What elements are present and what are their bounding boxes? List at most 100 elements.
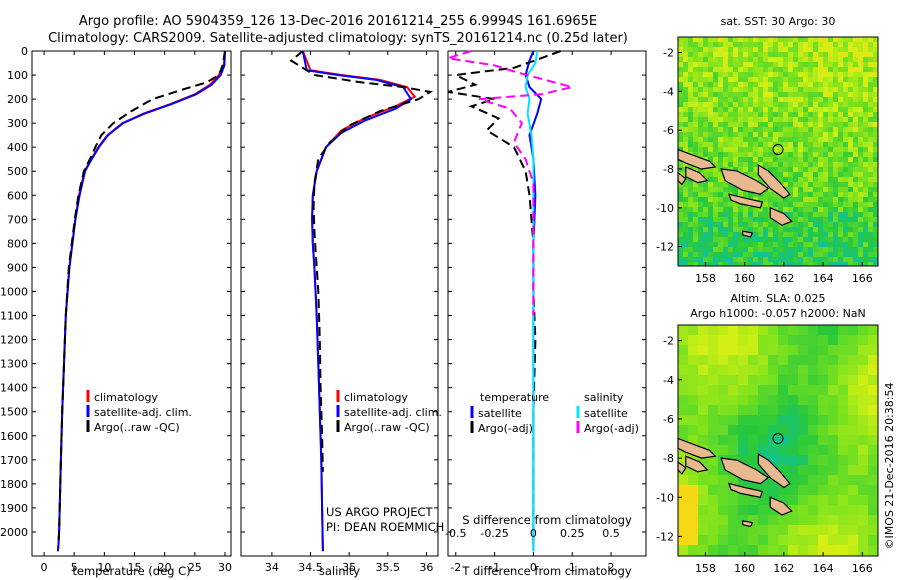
heatmap-cell: [828, 495, 839, 506]
heatmap-cell: [758, 355, 769, 366]
heatmap-cell: [718, 355, 729, 366]
heatmap-cell: [848, 182, 854, 188]
heatmap-cell: [688, 252, 694, 258]
heatmap-cell: [768, 535, 779, 546]
heatmap-cell: [738, 42, 744, 48]
heatmap-cell: [763, 102, 769, 108]
heatmap-cell: [753, 102, 759, 108]
heatmap-cell: [738, 425, 749, 436]
heatmap-cell: [743, 127, 749, 133]
heatmap-cell: [848, 47, 854, 53]
heatmap-cell: [698, 227, 704, 233]
heatmap-cell: [803, 82, 809, 88]
heatmap-cell: [708, 77, 714, 83]
heatmap-cell: [868, 52, 874, 58]
heatmap-cell: [848, 172, 854, 178]
heatmap-cell: [793, 47, 799, 53]
x-tick-label: 158: [695, 562, 716, 575]
heatmap-cell: [848, 187, 854, 193]
heatmap-cell: [858, 455, 869, 466]
heatmap-cell: [873, 217, 879, 223]
heatmap-cell: [868, 425, 879, 436]
heatmap-cell: [753, 247, 759, 253]
heatmap-cell: [758, 435, 769, 446]
heatmap-cell: [738, 495, 749, 506]
heatmap-cell: [743, 157, 749, 163]
heatmap-cell: [783, 262, 789, 267]
heatmap-cell: [803, 227, 809, 233]
heatmap-cell: [773, 92, 779, 98]
heatmap-cell: [683, 77, 689, 83]
heatmap-cell: [703, 122, 709, 128]
heatmap-cell: [843, 92, 849, 98]
heatmap-cell: [698, 217, 704, 223]
heatmap-cell: [833, 217, 839, 223]
heatmap-cell: [868, 57, 874, 63]
heatmap-cell: [823, 187, 829, 193]
heatmap-cell: [768, 262, 774, 267]
heatmap-cell: [858, 222, 864, 228]
heatmap-cell: [678, 197, 684, 203]
heatmap-cell: [843, 227, 849, 233]
heatmap-cell: [788, 162, 794, 168]
heatmap-cell: [728, 365, 739, 376]
heatmap-cell: [873, 67, 879, 73]
heatmap-cell: [803, 132, 809, 138]
heatmap-cell: [828, 102, 834, 108]
heatmap-cell: [863, 247, 869, 253]
heatmap-cell: [798, 67, 804, 73]
heatmap-cell: [683, 222, 689, 228]
heatmap-cell: [698, 122, 704, 128]
heatmap-cell: [813, 122, 819, 128]
heatmap-cell: [828, 365, 839, 376]
heatmap-cell: [783, 197, 789, 203]
heatmap-cell: [788, 177, 794, 183]
heatmap-cell: [868, 87, 874, 93]
heatmap-cell: [753, 237, 759, 243]
heatmap-cell: [828, 192, 834, 198]
heatmap-cell: [723, 157, 729, 163]
heatmap-cell: [718, 222, 724, 228]
heatmap-cell: [698, 202, 704, 208]
heatmap-cell: [718, 227, 724, 233]
heatmap-cell: [698, 525, 709, 536]
heatmap-cell: [808, 187, 814, 193]
heatmap-cell: [728, 355, 739, 366]
heatmap-cell: [863, 87, 869, 93]
heatmap-cell: [808, 435, 819, 446]
heatmap-cell: [778, 127, 784, 133]
heatmap-cell: [858, 82, 864, 88]
heatmap-cell: [748, 97, 754, 103]
heatmap-cell: [803, 122, 809, 128]
heatmap-cell: [763, 142, 769, 148]
heatmap-cell: [813, 72, 819, 78]
heatmap-cell: [768, 92, 774, 98]
heatmap-cell: [823, 37, 829, 43]
heatmap-cell: [868, 72, 874, 78]
heatmap-cell: [758, 107, 764, 113]
heatmap-cell: [758, 325, 769, 336]
heatmap-cell: [758, 262, 764, 267]
heatmap-cell: [778, 252, 784, 258]
heatmap-cell: [818, 252, 824, 258]
heatmap-cell: [708, 237, 714, 243]
heatmap-cell: [868, 172, 874, 178]
heatmap-cell: [808, 252, 814, 258]
heatmap-cell: [733, 87, 739, 93]
heatmap-cell: [788, 525, 799, 536]
heatmap-cell: [838, 97, 844, 103]
heatmap-cell: [788, 47, 794, 53]
heatmap-cell: [718, 167, 724, 173]
heatmap-cell: [798, 157, 804, 163]
heatmap-cell: [808, 385, 819, 396]
heatmap-cell: [873, 177, 879, 183]
legend-label: satellite: [584, 407, 628, 420]
heatmap-cell: [828, 425, 839, 436]
heatmap-cell: [728, 137, 734, 143]
heatmap-cell: [828, 455, 839, 466]
heatmap-cell: [723, 202, 729, 208]
y-tick-label: -4: [663, 85, 674, 98]
heatmap-cell: [783, 142, 789, 148]
heatmap-cell: [848, 177, 854, 183]
heatmap-cell: [698, 107, 704, 113]
